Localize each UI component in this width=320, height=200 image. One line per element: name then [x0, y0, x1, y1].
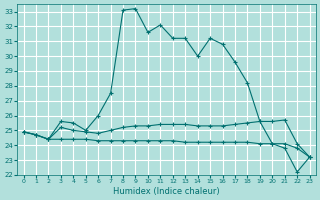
X-axis label: Humidex (Indice chaleur): Humidex (Indice chaleur)	[113, 187, 220, 196]
